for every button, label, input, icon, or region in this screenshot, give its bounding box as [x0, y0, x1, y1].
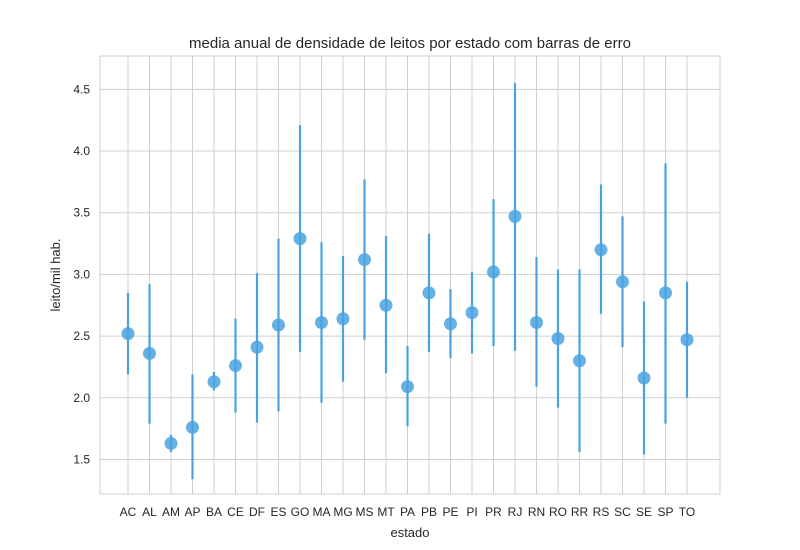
- x-tick-label: BA: [206, 505, 222, 519]
- x-tick-label: CE: [227, 505, 244, 519]
- data-point: [164, 436, 178, 450]
- x-tick-label: SE: [636, 505, 652, 519]
- data-point: [121, 327, 135, 341]
- data-point: [229, 359, 242, 373]
- data-point: [272, 318, 285, 332]
- chart-title: media anual de densidade de leitos por e…: [189, 35, 631, 52]
- x-tick-label: PE: [442, 505, 458, 519]
- data-point: [422, 286, 436, 300]
- data-point: [573, 354, 586, 368]
- data-point: [551, 332, 565, 346]
- x-tick-label: SC: [614, 505, 631, 519]
- x-tick-label: AM: [162, 505, 180, 519]
- y-tick-label: 1.5: [73, 452, 90, 466]
- x-tick-label: MT: [377, 505, 395, 519]
- plot-background: [100, 56, 720, 494]
- data-point: [315, 316, 328, 330]
- x-tick-label: DF: [249, 505, 265, 519]
- data-point: [487, 265, 500, 279]
- x-tick-label: MA: [313, 505, 331, 519]
- y-tick-label: 4.5: [73, 82, 90, 96]
- data-point: [250, 340, 264, 354]
- y-grid: [100, 88, 720, 460]
- x-tick-label: RR: [571, 505, 589, 519]
- x-tick-label: SP: [657, 505, 673, 519]
- x-tick-label: RS: [593, 505, 610, 519]
- x-tick-label: GO: [291, 505, 310, 519]
- y-tick-label: 4.0: [73, 144, 90, 158]
- x-tick-label: PB: [421, 505, 437, 519]
- x-tick-label: RJ: [508, 505, 523, 519]
- data-point: [401, 380, 414, 394]
- x-tick-label: PR: [485, 505, 502, 519]
- x-tick-label: ES: [270, 505, 286, 519]
- x-tick-label: AL: [142, 505, 157, 519]
- y-axis-label: leito/mil hab.: [48, 239, 63, 312]
- x-tick-label: RO: [549, 505, 567, 519]
- y-tick-labels: 1.5 2.0 2.5 3.0 3.5 4.0 4.5: [73, 82, 90, 466]
- x-tick-label: RN: [528, 505, 545, 519]
- x-tick-label: MS: [356, 505, 374, 519]
- x-tick-label: PA: [400, 505, 415, 519]
- plot-frame: [99, 55, 721, 495]
- data-point: [186, 420, 199, 434]
- data-point: [465, 306, 479, 320]
- data-point: [616, 275, 629, 289]
- data-point: [336, 312, 350, 326]
- x-tick-label: PI: [466, 505, 477, 519]
- data-point: [143, 346, 156, 360]
- data-point: [594, 243, 608, 257]
- x-tick-label: AP: [184, 505, 200, 519]
- data-point: [293, 232, 307, 246]
- data-point: [659, 286, 672, 300]
- data-point: [444, 317, 457, 331]
- y-tick-label: 3.0: [73, 267, 90, 281]
- y-tick-label: 2.0: [73, 391, 90, 405]
- y-tick-label: 3.5: [73, 206, 90, 220]
- data-point: [379, 298, 393, 312]
- data-point: [680, 333, 694, 347]
- data-point: [508, 209, 522, 223]
- data-point: [530, 316, 543, 330]
- data-point: [358, 253, 371, 267]
- y-tick-label: 2.5: [73, 329, 90, 343]
- x-tick-label: MG: [333, 505, 352, 519]
- x-tick-labels: AC AL AM AP BA CE DF ES GO MA MG MS MT PA PB PE PI PR RJ RN…: [120, 505, 696, 519]
- x-tick-label: TO: [679, 505, 695, 519]
- x-tick-label: AC: [120, 505, 137, 519]
- data-points: [121, 209, 694, 450]
- data-point: [637, 371, 651, 385]
- x-axis-label: estado: [390, 525, 429, 540]
- data-point: [207, 375, 221, 389]
